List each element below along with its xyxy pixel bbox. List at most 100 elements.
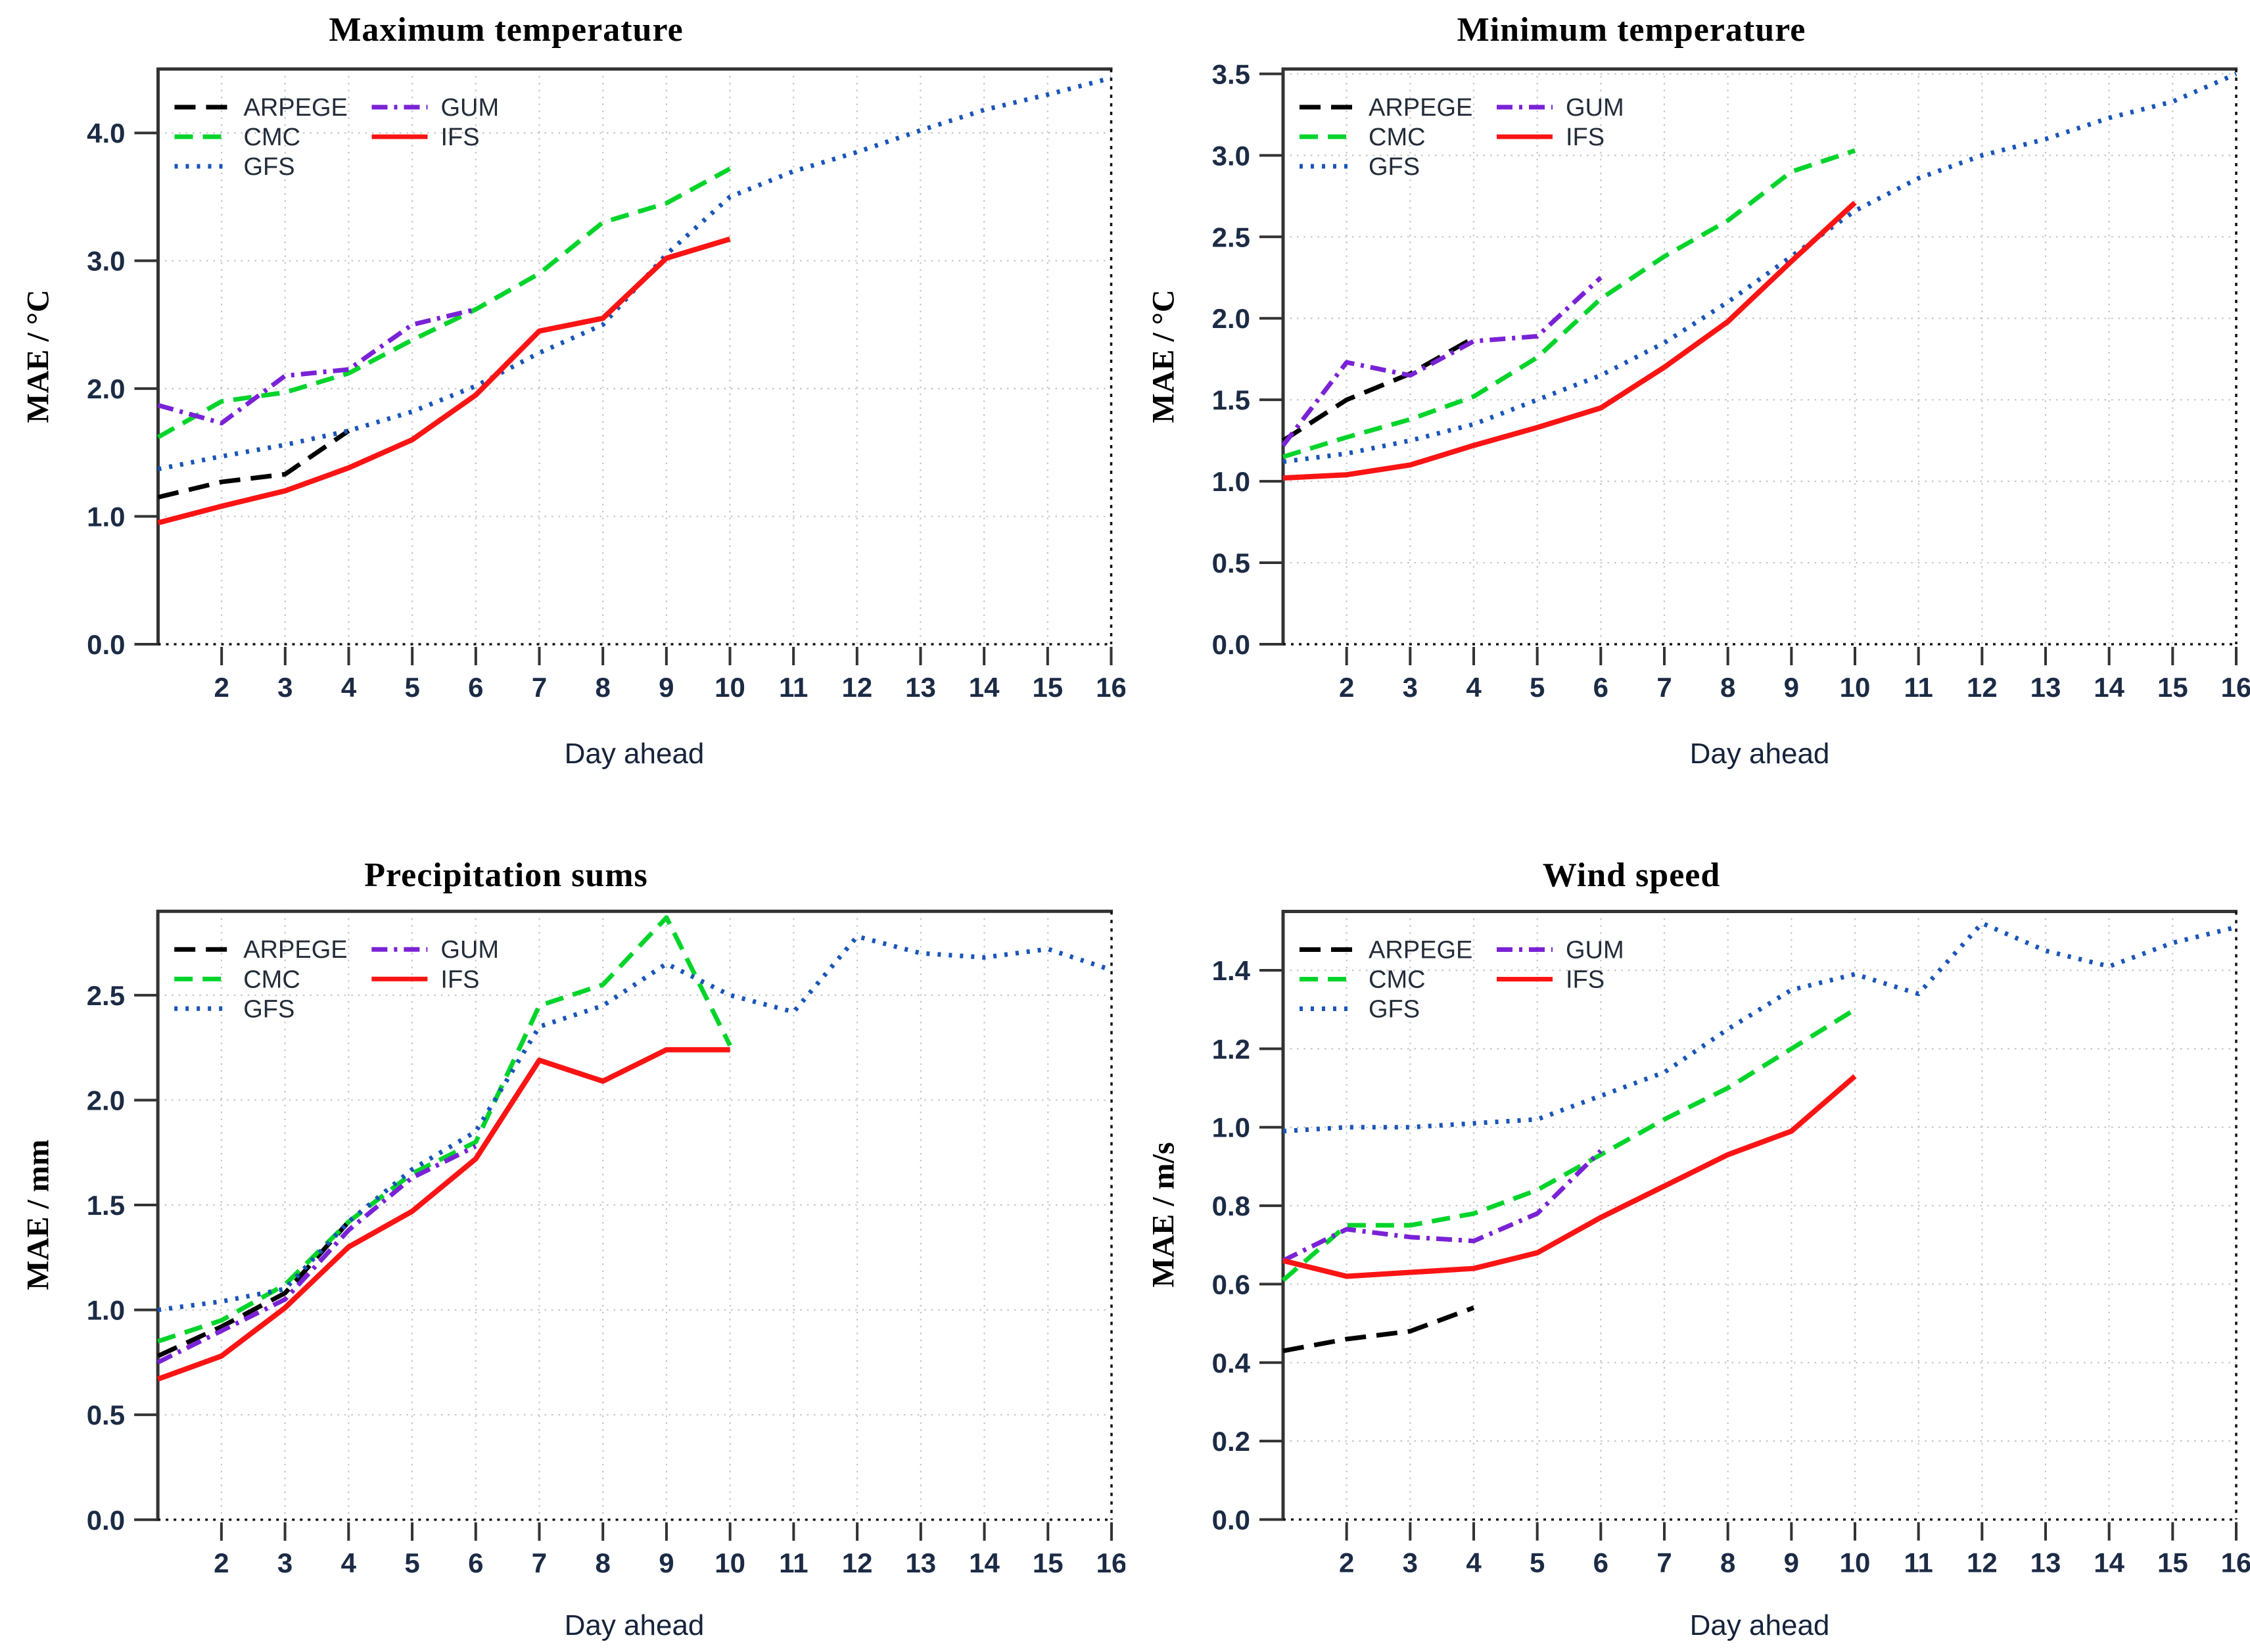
x-tick-label-day-4: 4	[1466, 672, 1482, 703]
x-tick-label-day-14: 14	[2094, 1547, 2124, 1578]
legend-label-ARPEGE: ARPEGE	[1369, 94, 1472, 122]
series-line-CMC	[156, 166, 732, 440]
series-line-GUM	[157, 307, 477, 426]
legend-label-GUM: GUM	[1566, 937, 1624, 964]
x-tick-label-day-9: 9	[659, 672, 674, 703]
series-line-IFS	[1282, 201, 1857, 481]
x-tick-label-day-3: 3	[1403, 672, 1418, 703]
x-tick-label-day-15: 15	[1033, 1547, 1064, 1578]
series-line-GUM	[156, 1144, 477, 1365]
chart-title: Minimum temperature	[1457, 11, 1806, 49]
y-tick-label-2.5: 2.5	[87, 980, 125, 1011]
series-line-CMC	[157, 915, 732, 1344]
x-tick-label-day-5: 5	[404, 672, 419, 703]
x-tick-label-day-10: 10	[715, 672, 745, 703]
y-tick-label-1.4: 1.4	[1212, 955, 1251, 986]
legend-label-GFS: GFS	[244, 153, 295, 181]
y-tick-label-0.4: 0.4	[1212, 1348, 1251, 1379]
series-line-GFS	[157, 934, 1113, 1313]
x-tick-label-day-11: 11	[779, 672, 808, 703]
panel-wind-speed: 2 3 4 5 6 7 8 9 10 11 12 13 14 15 16 0.0 0.2 0.4 0.6 0.8 1.0…	[1125, 826, 2250, 1652]
y-tick-label-0.5: 0.5	[1212, 548, 1250, 578]
x-tick-label-day-7: 7	[532, 672, 547, 703]
legend-label-CMC: CMC	[1369, 124, 1426, 151]
legend-label-IFS: IFS	[1566, 966, 1605, 994]
series-line-ARPEGE	[157, 429, 350, 500]
legend-label-CMC: CMC	[243, 966, 300, 993]
chart-title: Wind speed	[1542, 857, 1721, 894]
y-tick-label-1.0: 1.0	[1212, 1112, 1250, 1143]
x-tick-label-day-12: 12	[1967, 672, 1998, 703]
x-tick-label-day-2: 2	[214, 1547, 229, 1578]
x-tick-label-day-6: 6	[1593, 1547, 1608, 1578]
series-line-IFS	[1282, 1074, 1857, 1279]
y-axis-label: MAE / °C	[1146, 289, 1181, 423]
x-tick-label-day-3: 3	[1403, 1547, 1418, 1578]
x-tick-label-day-9: 9	[659, 1547, 674, 1578]
x-tick-label-day-16: 16	[2221, 672, 2250, 703]
x-tick-label-day-7: 7	[1656, 1547, 1672, 1578]
chart-title: Precipitation sums	[364, 857, 648, 894]
legend-label-GUM: GUM	[1566, 94, 1624, 122]
x-tick-label-day-13: 13	[2030, 672, 2061, 703]
x-tick-label-day-3: 3	[277, 1547, 293, 1578]
y-tick-label-1.2: 1.2	[1212, 1033, 1250, 1064]
legend-label-IFS: IFS	[1566, 124, 1605, 151]
x-tick-label-day-4: 4	[341, 672, 357, 703]
x-tick-label-day-2: 2	[1339, 1547, 1354, 1578]
y-tick-label-2.0: 2.0	[87, 1085, 125, 1116]
series-line-GFS	[157, 76, 1112, 472]
legend-label-CMC: CMC	[1369, 966, 1426, 994]
legend-label-GUM: GUM	[440, 936, 499, 964]
x-tick-label-day-4: 4	[341, 1547, 357, 1578]
x-tick-label-day-8: 8	[1720, 672, 1735, 703]
line-chart-maximum-temperature: 2 3 4 5 6 7 8 9 10 11 12 13 14 15 16 0.0 1.0 2.0 3.0 4.0 ARP…	[87, 67, 1125, 703]
x-tick-label-day-8: 8	[1720, 1547, 1735, 1578]
x-tick-label-day-16: 16	[2221, 1547, 2250, 1578]
series-line-CMC	[1281, 1007, 1856, 1283]
x-tick-label-day-6: 6	[468, 1547, 483, 1578]
y-axis-label: MAE / °C	[20, 289, 56, 423]
y-axis-label: MAE / mm	[20, 1139, 56, 1290]
panel-minimum-temperature: 2 3 4 5 6 7 8 9 10 11 12 13 14 15 16 0.0 0.5 1.0 1.5 2.0 2.5…	[1125, 0, 2250, 826]
y-axis-label: MAE / m/s	[1146, 1142, 1181, 1288]
y-tick-label-2.5: 2.5	[1212, 222, 1250, 252]
legend-label-ARPEGE: ARPEGE	[1369, 937, 1472, 964]
x-tick-label-day-11: 11	[1904, 1547, 1933, 1578]
legend-label-IFS: IFS	[440, 966, 479, 993]
panel-precipitation-sums: 2 3 4 5 6 7 8 9 10 11 12 13 14 15 16 0.0 0.5 1.0 1.5 2.0 2.5…	[0, 826, 1126, 1652]
series-line-IFS	[156, 1047, 730, 1382]
x-tick-label-day-12: 12	[842, 1547, 873, 1578]
series-line-GFS	[1282, 72, 2238, 464]
x-tick-label-day-5: 5	[1530, 672, 1545, 703]
x-axis-label: Day ahead	[1689, 1609, 1830, 1641]
panel-maximum-temperature: 2 3 4 5 6 7 8 9 10 11 12 13 14 15 16 0.0 1.0 2.0 3.0 4.0 ARP…	[0, 0, 1126, 826]
x-tick-label-day-11: 11	[779, 1547, 808, 1578]
legend-label-CMC: CMC	[244, 124, 301, 151]
chart-title: Maximum temperature	[329, 11, 684, 49]
line-chart-precipitation-sums: 2 3 4 5 6 7 8 9 10 11 12 13 14 15 16 0.0 0.5 1.0 1.5 2.0 2.5…	[87, 909, 1125, 1578]
x-tick-label-day-9: 9	[1784, 672, 1799, 703]
x-tick-label-day-12: 12	[841, 672, 872, 703]
x-tick-label-day-15: 15	[2157, 1547, 2188, 1578]
x-tick-label-day-16: 16	[1096, 672, 1125, 703]
x-tick-label-day-13: 13	[905, 1547, 936, 1578]
series-line-ARPEGE	[156, 1220, 350, 1358]
x-tick-label-day-14: 14	[2094, 672, 2124, 703]
series-line-GFS	[1282, 920, 2237, 1134]
x-tick-label-day-3: 3	[277, 672, 293, 703]
series-line-GUM	[1281, 275, 1603, 447]
line-chart-wind-speed: 2 3 4 5 6 7 8 9 10 11 12 13 14 15 16 0.0 0.2 0.4 0.6 0.8 1.0…	[1212, 910, 2250, 1578]
y-tick-label-0.2: 0.2	[1212, 1426, 1250, 1457]
x-tick-label-day-6: 6	[468, 672, 483, 703]
y-tick-label-1.0: 1.0	[87, 1295, 125, 1326]
x-tick-label-day-2: 2	[214, 672, 229, 703]
x-tick-label-day-2: 2	[1339, 672, 1354, 703]
y-tick-label-1.0: 1.0	[1212, 466, 1250, 497]
legend-label-GFS: GFS	[1369, 153, 1420, 181]
y-tick-label-0.8: 0.8	[1212, 1191, 1250, 1221]
x-tick-label-day-5: 5	[1530, 1547, 1545, 1578]
x-tick-label-day-8: 8	[595, 672, 610, 703]
x-tick-label-day-10: 10	[1840, 672, 1871, 703]
